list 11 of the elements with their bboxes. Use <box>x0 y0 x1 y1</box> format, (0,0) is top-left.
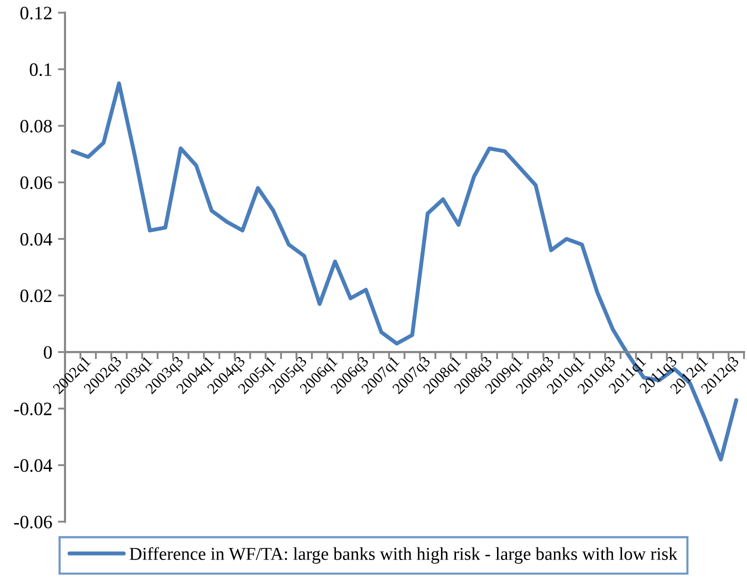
y-tick-label: 0.12 <box>20 6 52 20</box>
y-tick-label: 0.02 <box>20 290 52 302</box>
y-tick-label: -0.02 <box>14 402 52 416</box>
legend-label: Difference in WF/TA: large banks with high risk - large banks with low risk <box>130 547 678 564</box>
y-tick-label: 0.04 <box>20 232 52 246</box>
y-tick-label: -0.04 <box>14 459 52 472</box>
y-tick-label: 0 <box>44 346 52 359</box>
y-tick-label: -0.06 <box>14 516 52 528</box>
y-tick-label: 0.06 <box>20 176 52 190</box>
y-tick-label: 0.08 <box>20 120 52 133</box>
y-tick-label: 0.1 <box>30 63 52 76</box>
